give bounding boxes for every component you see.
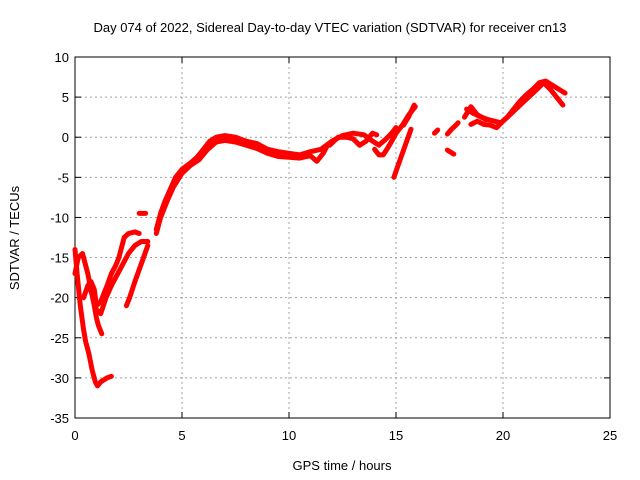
y-tick-label: -5: [57, 170, 69, 185]
y-tick-label: -15: [50, 251, 69, 266]
y-tick-label: 0: [62, 130, 69, 145]
x-axis-label: GPS time / hours: [293, 458, 392, 473]
y-tick-label: 5: [62, 90, 69, 105]
y-tick-label: -25: [50, 331, 69, 346]
series-track-e: [123, 243, 151, 309]
x-tick-label: 10: [282, 428, 296, 443]
series-track-c: [81, 229, 142, 309]
x-tick-label: 25: [603, 428, 617, 443]
series-track-q: [468, 80, 566, 131]
series-track-d: [86, 239, 151, 317]
grid: [75, 57, 610, 418]
y-tick-label: -30: [50, 371, 69, 386]
data-series: [72, 78, 568, 389]
x-tick-label: 5: [178, 428, 185, 443]
y-tick-label: -35: [50, 411, 69, 426]
series-track-m: [432, 127, 441, 136]
x-tick-label: 0: [71, 428, 78, 443]
x-tick-label: 20: [496, 428, 510, 443]
series-track-k: [391, 126, 414, 180]
series-track-g: [153, 125, 399, 232]
chart-title: Day 074 of 2022, Sidereal Day-to-day VTE…: [93, 20, 566, 35]
series-track-a: [72, 247, 114, 389]
series-track-n: [444, 120, 461, 137]
y-tick-label: -10: [50, 210, 69, 225]
series-track-o: [444, 147, 457, 157]
y-tick-label: 10: [55, 50, 69, 65]
x-axis: 0 5 10 15 20 25: [71, 57, 617, 443]
x-tick-label: 15: [389, 428, 403, 443]
y-axis-label: SDTVAR / TECUs: [7, 185, 22, 290]
series-track-h: [153, 137, 330, 236]
plot-frame: [74, 56, 611, 419]
series-track-i: [327, 130, 380, 148]
y-axis: -35 -30 -25 -20 -15 -10 -5 0 5 10: [50, 50, 610, 426]
series-track-r: [462, 104, 489, 123]
y-tick-label: -20: [50, 291, 69, 306]
series-track-l: [401, 102, 417, 128]
